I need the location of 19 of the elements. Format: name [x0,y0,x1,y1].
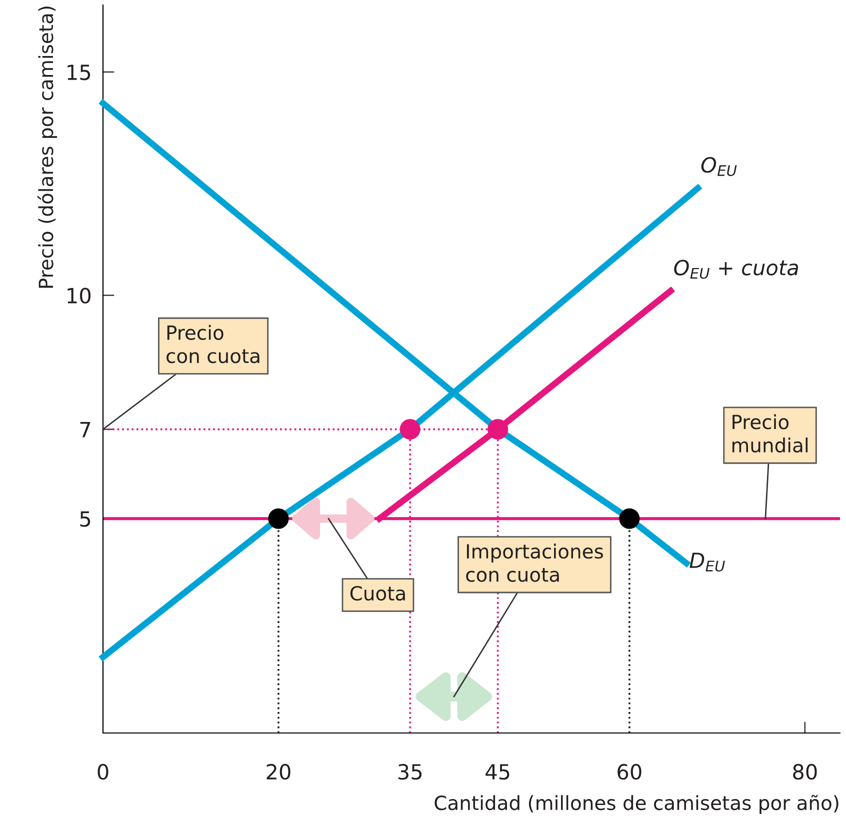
x-tick-label: 0 [98,764,108,780]
annotation: Precio con cuota [166,324,260,364]
series-label: O$_{EU}$ [701,156,737,176]
x-tick-label: 35 [398,764,422,780]
x-tick-label: 60 [618,764,642,780]
series-label: D$_{EU}$ [690,552,725,572]
annotation: Precio mundial [732,414,808,453]
series-label: O$_{EU}$ + cuota [674,260,798,279]
y-axis-title: Precio (dólares por camiseta) [37,6,58,288]
x-axis-title: Cantidad (millones de camisetas por año) [434,794,838,814]
y-tick-label: 15 [68,64,90,80]
x-tick-label: 80 [793,764,817,780]
y-tick-label: 7 [80,422,90,438]
y-tick-label: 5 [80,511,90,527]
y-tick-label: 10 [68,288,91,304]
x-tick-label: 20 [266,764,290,780]
annotation: Cuota [350,586,405,601]
annotation: Importaciones con cuota [466,544,603,582]
x-tick-label: 45 [486,764,510,780]
